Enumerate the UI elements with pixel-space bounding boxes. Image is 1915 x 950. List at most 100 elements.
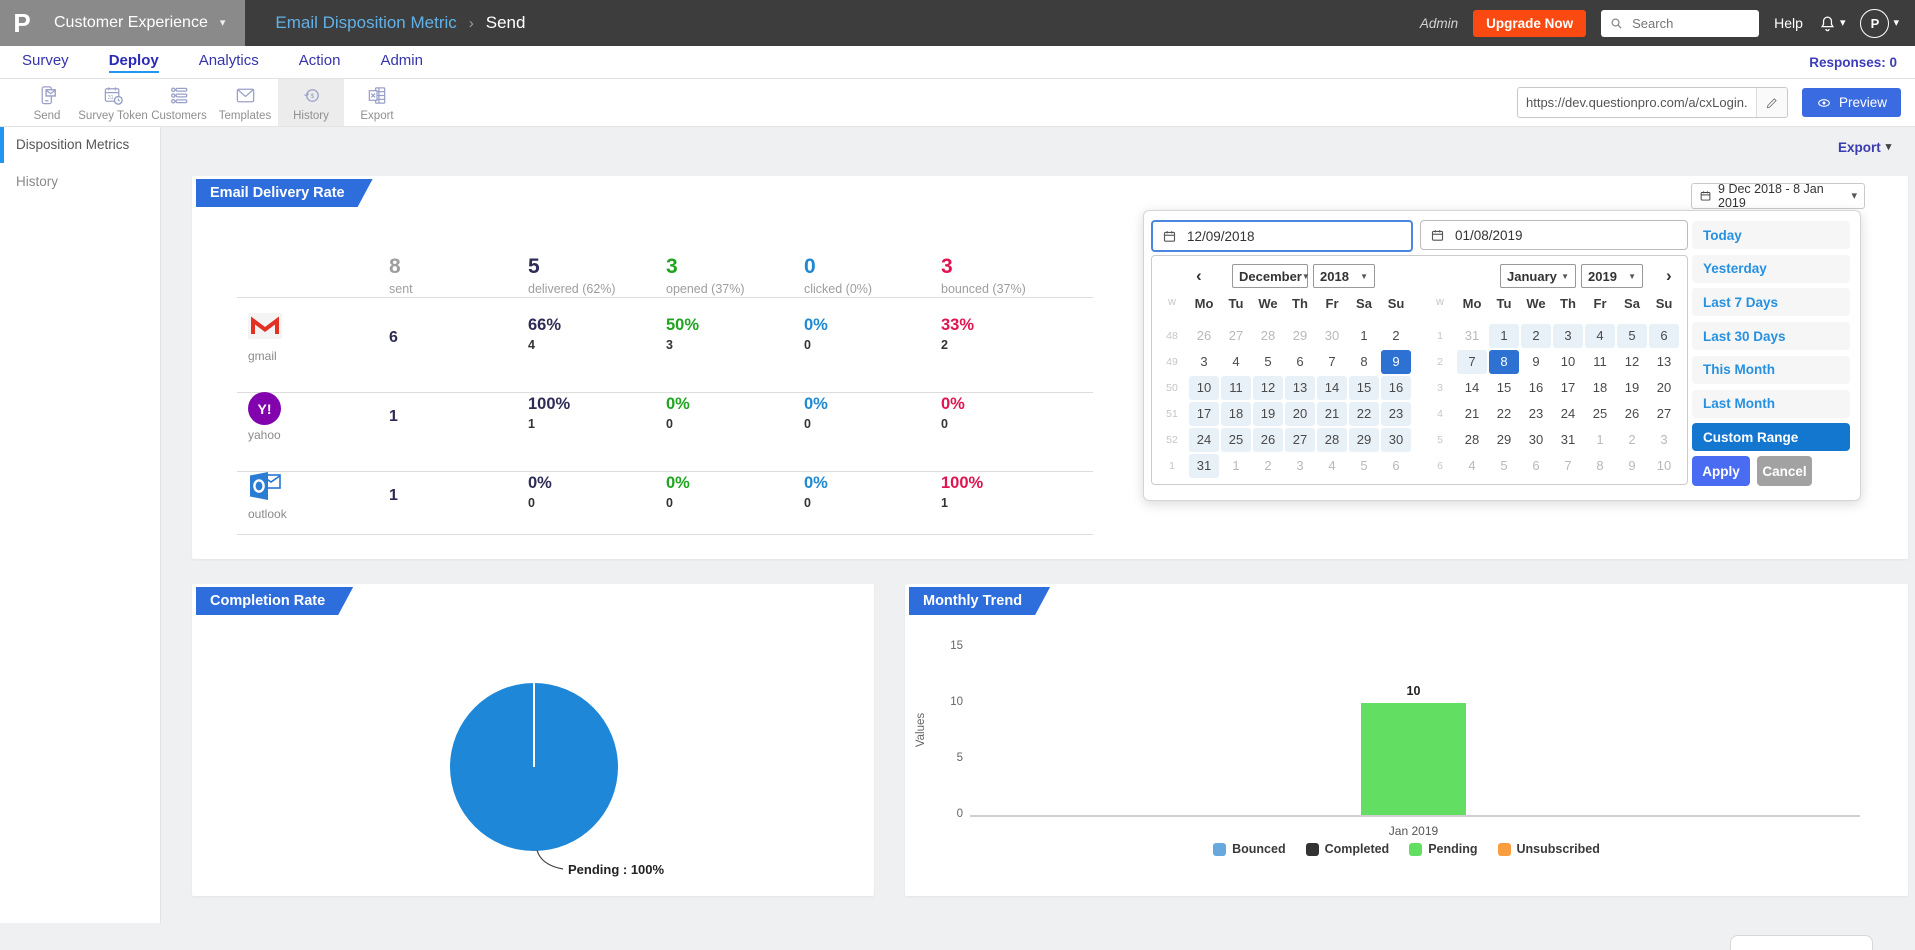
day-cell-december-30[interactable]: 30 bbox=[1381, 428, 1411, 452]
day-cell-january-16[interactable]: 16 bbox=[1528, 380, 1544, 395]
export-dropdown[interactable]: Export ▾ bbox=[1838, 140, 1892, 155]
day-cell-december-26[interactable]: 26 bbox=[1196, 328, 1212, 343]
toolbar-button-export[interactable]: Export bbox=[344, 79, 410, 126]
day-cell-december-7[interactable]: 7 bbox=[1328, 354, 1336, 369]
day-cell-january-8[interactable]: 8 bbox=[1596, 458, 1604, 473]
quick-range-last-30-days[interactable]: Last 30 Days bbox=[1692, 322, 1850, 351]
day-cell-january-29[interactable]: 29 bbox=[1496, 432, 1512, 447]
day-cell-december-28[interactable]: 28 bbox=[1260, 328, 1276, 343]
day-cell-december-5[interactable]: 5 bbox=[1360, 458, 1368, 473]
day-cell-january-6[interactable]: 6 bbox=[1532, 458, 1540, 473]
day-cell-december-20[interactable]: 20 bbox=[1285, 402, 1315, 426]
year-select[interactable]: 2018 ▼ bbox=[1313, 264, 1375, 288]
day-cell-december-27[interactable]: 27 bbox=[1285, 428, 1315, 452]
day-cell-december-15[interactable]: 15 bbox=[1349, 376, 1379, 400]
day-cell-december-9[interactable]: 9 bbox=[1381, 350, 1411, 374]
sidebar-item-history[interactable]: History bbox=[16, 174, 59, 189]
day-cell-january-20[interactable]: 20 bbox=[1656, 380, 1672, 395]
day-cell-january-4[interactable]: 4 bbox=[1585, 324, 1615, 348]
day-cell-december-22[interactable]: 22 bbox=[1349, 402, 1379, 426]
bar-pending-jan2019[interactable] bbox=[1361, 703, 1466, 815]
day-cell-january-25[interactable]: 25 bbox=[1592, 406, 1608, 421]
day-cell-january-17[interactable]: 17 bbox=[1560, 380, 1576, 395]
day-cell-december-3[interactable]: 3 bbox=[1200, 354, 1208, 369]
day-cell-january-4[interactable]: 4 bbox=[1468, 458, 1476, 473]
day-cell-january-3[interactable]: 3 bbox=[1553, 324, 1583, 348]
day-cell-december-6[interactable]: 6 bbox=[1296, 354, 1304, 369]
day-cell-january-5[interactable]: 5 bbox=[1617, 324, 1647, 348]
tab-action[interactable]: Action bbox=[298, 51, 341, 69]
month-select[interactable]: December ▼ bbox=[1232, 264, 1310, 288]
toolbar-button-survey-token[interactable]: 31 Survey Token bbox=[78, 79, 148, 126]
quick-range-custom-range[interactable]: Custom Range bbox=[1692, 423, 1850, 452]
day-cell-december-11[interactable]: 11 bbox=[1221, 376, 1251, 400]
day-cell-january-8[interactable]: 8 bbox=[1489, 350, 1519, 374]
quick-range-last-7-days[interactable]: Last 7 Days bbox=[1692, 288, 1850, 317]
product-switcher[interactable]: Customer Experience ▾ bbox=[44, 0, 246, 46]
sidebar-item-disposition-metrics[interactable]: Disposition Metrics bbox=[0, 126, 160, 163]
day-cell-december-2[interactable]: 2 bbox=[1392, 328, 1400, 343]
next-month-arrow[interactable]: › bbox=[1666, 266, 1672, 285]
day-cell-december-24[interactable]: 24 bbox=[1189, 428, 1219, 452]
day-cell-december-17[interactable]: 17 bbox=[1189, 402, 1219, 426]
search-input[interactable] bbox=[1630, 14, 1735, 32]
day-cell-january-23[interactable]: 23 bbox=[1528, 406, 1544, 421]
questionpro-logo[interactable]: P bbox=[0, 0, 44, 46]
day-cell-december-10[interactable]: 10 bbox=[1189, 376, 1219, 400]
day-cell-december-3[interactable]: 3 bbox=[1296, 458, 1304, 473]
day-cell-january-10[interactable]: 10 bbox=[1560, 354, 1576, 369]
day-cell-december-28[interactable]: 28 bbox=[1317, 428, 1347, 452]
preview-button[interactable]: Preview bbox=[1801, 88, 1901, 117]
day-cell-january-2[interactable]: 2 bbox=[1628, 432, 1636, 447]
day-cell-december-1[interactable]: 1 bbox=[1360, 328, 1368, 343]
help-link[interactable]: Help bbox=[1774, 15, 1803, 31]
toolbar-button-customers[interactable]: Customers bbox=[146, 79, 212, 126]
legend-item-pending[interactable]: Pending bbox=[1409, 842, 1478, 856]
day-cell-december-29[interactable]: 29 bbox=[1349, 428, 1379, 452]
day-cell-december-29[interactable]: 29 bbox=[1292, 328, 1308, 343]
day-cell-january-21[interactable]: 21 bbox=[1464, 406, 1480, 421]
day-cell-december-30[interactable]: 30 bbox=[1324, 328, 1340, 343]
prev-month-arrow[interactable]: ‹ bbox=[1196, 266, 1202, 285]
day-cell-december-5[interactable]: 5 bbox=[1264, 354, 1272, 369]
legend-item-unsubscribed[interactable]: Unsubscribed bbox=[1497, 842, 1600, 856]
survey-url-input[interactable] bbox=[1517, 95, 1756, 110]
day-cell-december-14[interactable]: 14 bbox=[1317, 376, 1347, 400]
account-menu[interactable]: P ▾ bbox=[1860, 8, 1899, 38]
month-select[interactable]: January ▼ bbox=[1500, 264, 1576, 288]
day-cell-january-22[interactable]: 22 bbox=[1496, 406, 1512, 421]
quick-range-yesterday[interactable]: Yesterday bbox=[1692, 254, 1850, 283]
day-cell-january-10[interactable]: 10 bbox=[1656, 458, 1672, 473]
day-cell-december-16[interactable]: 16 bbox=[1381, 376, 1411, 400]
day-cell-january-9[interactable]: 9 bbox=[1628, 458, 1636, 473]
cancel-button[interactable]: Cancel bbox=[1757, 456, 1812, 486]
day-cell-january-7[interactable]: 7 bbox=[1564, 458, 1572, 473]
day-cell-january-3[interactable]: 3 bbox=[1660, 432, 1668, 447]
start-date-input[interactable] bbox=[1185, 227, 1339, 245]
day-cell-january-26[interactable]: 26 bbox=[1624, 406, 1640, 421]
legend-item-bounced[interactable]: Bounced bbox=[1213, 842, 1286, 856]
day-cell-december-19[interactable]: 19 bbox=[1253, 402, 1283, 426]
day-cell-january-1[interactable]: 1 bbox=[1596, 432, 1604, 447]
day-cell-january-24[interactable]: 24 bbox=[1560, 406, 1576, 421]
day-cell-december-18[interactable]: 18 bbox=[1221, 402, 1251, 426]
day-cell-december-26[interactable]: 26 bbox=[1253, 428, 1283, 452]
date-range-button[interactable]: 9 Dec 2018 - 8 Jan 2019 ▾ bbox=[1691, 182, 1865, 210]
day-cell-december-27[interactable]: 27 bbox=[1228, 328, 1244, 343]
day-cell-january-27[interactable]: 27 bbox=[1656, 406, 1672, 421]
tab-admin[interactable]: Admin bbox=[380, 51, 423, 69]
breadcrumb-survey-title[interactable]: Email Disposition Metric bbox=[275, 13, 457, 32]
day-cell-december-23[interactable]: 23 bbox=[1381, 402, 1411, 426]
upgrade-now-button[interactable]: Upgrade Now bbox=[1473, 9, 1587, 37]
day-cell-january-14[interactable]: 14 bbox=[1464, 380, 1480, 395]
day-cell-january-19[interactable]: 19 bbox=[1624, 380, 1640, 395]
day-cell-december-12[interactable]: 12 bbox=[1253, 376, 1283, 400]
day-cell-january-6[interactable]: 6 bbox=[1649, 324, 1679, 348]
day-cell-january-30[interactable]: 30 bbox=[1528, 432, 1544, 447]
day-cell-january-31[interactable]: 31 bbox=[1560, 432, 1576, 447]
quick-range-this-month[interactable]: This Month bbox=[1692, 355, 1850, 384]
tab-deploy[interactable]: Deploy bbox=[108, 52, 159, 73]
day-cell-january-1[interactable]: 1 bbox=[1489, 324, 1519, 348]
day-cell-december-31[interactable]: 31 bbox=[1189, 454, 1219, 478]
day-cell-december-13[interactable]: 13 bbox=[1285, 376, 1315, 400]
